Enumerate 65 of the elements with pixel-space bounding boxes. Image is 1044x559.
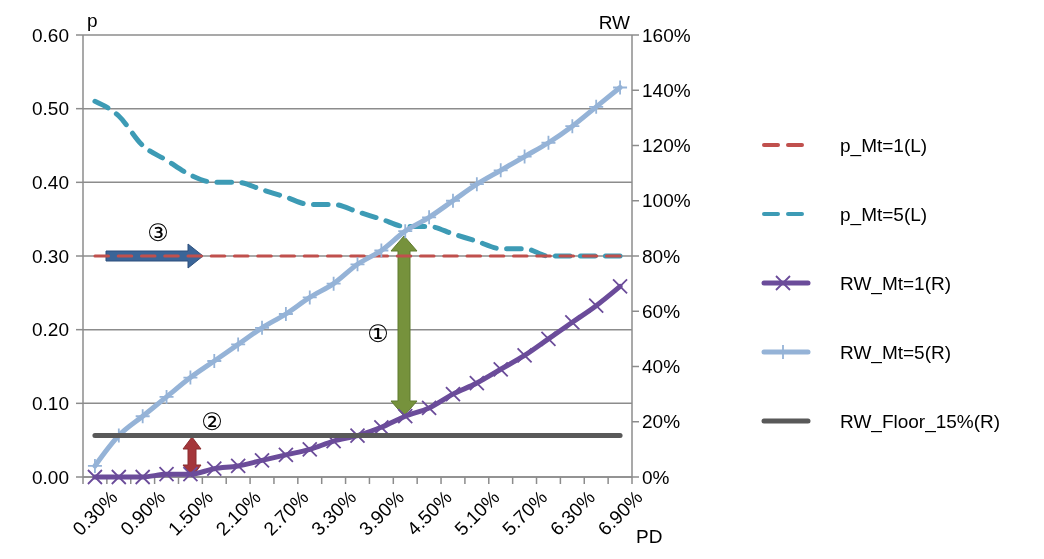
y-tick-label: 0.00: [32, 466, 69, 488]
point: [468, 176, 485, 193]
point: [254, 319, 270, 336]
point: [349, 256, 366, 273]
point: [301, 441, 318, 458]
legend-label: p_Mt=1(L): [840, 134, 928, 157]
annotation: ①: [367, 320, 389, 349]
y-tick-label: 0.10: [32, 392, 69, 414]
point: [182, 369, 199, 386]
point: [468, 375, 485, 391]
legend-label: RW_Floor_15%(R): [840, 410, 1001, 433]
point: [612, 278, 628, 295]
point: [301, 289, 318, 306]
point: [182, 466, 199, 483]
y-axis-title: p: [87, 10, 98, 31]
point: [445, 192, 461, 209]
y-tick-label: 0.40: [32, 171, 69, 193]
point: [158, 466, 175, 483]
point: [349, 427, 366, 444]
point: [612, 79, 628, 96]
y-tick-label: 0.50: [32, 98, 69, 120]
point: [254, 452, 270, 469]
point: [230, 458, 247, 474]
y2-tick-label: 160%: [642, 24, 691, 46]
y2-axis-title: RW: [598, 12, 631, 33]
y2-tick-label: 100%: [642, 190, 691, 212]
annotation: ③: [147, 219, 169, 248]
y2-tick-label: 0%: [642, 466, 670, 488]
point: [110, 469, 127, 485]
point: [397, 223, 414, 240]
point: [564, 118, 581, 135]
point: [421, 400, 438, 416]
point: [87, 469, 103, 485]
point: [277, 306, 294, 322]
y2-tick-label: 20%: [642, 411, 681, 433]
point: [158, 388, 175, 405]
y2-tick-label: 140%: [642, 79, 691, 101]
y-tick-label: 0.20: [32, 319, 69, 341]
point: [492, 162, 509, 179]
point: [492, 361, 509, 378]
point: [397, 408, 414, 425]
point: [540, 134, 557, 151]
point: [230, 336, 247, 353]
y2-tick-label: 40%: [642, 356, 681, 378]
point: [516, 148, 533, 165]
point: [325, 275, 342, 292]
point: [87, 458, 103, 474]
y2-tick-label: 80%: [642, 245, 681, 267]
y-tick-label: 0.30: [32, 245, 69, 267]
point: [277, 447, 294, 463]
y-tick-label: 0.60: [32, 24, 69, 46]
point: [445, 386, 461, 403]
point: [588, 98, 605, 115]
legend-label: RW_Mt=5(R): [840, 341, 952, 364]
point: [206, 353, 223, 369]
legend-label: RW_Mt=1(R): [840, 272, 952, 295]
legend-label: p_Mt=5(L): [840, 203, 928, 226]
point: [421, 209, 438, 226]
point: [134, 469, 151, 485]
y2-tick-label: 60%: [642, 300, 681, 322]
y2-tick-label: 120%: [642, 135, 691, 157]
point: [206, 460, 223, 477]
annotation: ②: [201, 408, 223, 437]
point: [134, 408, 151, 425]
point: [373, 242, 390, 259]
